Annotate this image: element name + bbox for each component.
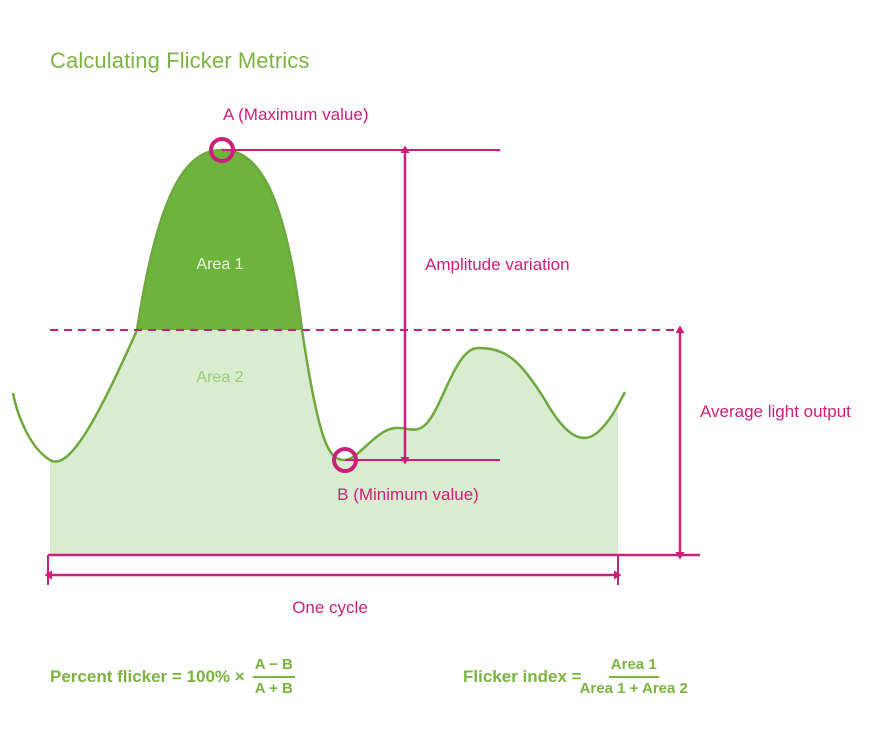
svg-text:B (Minimum value): B (Minimum value) — [337, 485, 479, 504]
svg-text:Area 2: Area 2 — [196, 369, 243, 386]
svg-text:A (Maximum value): A (Maximum value) — [223, 105, 368, 124]
svg-text:Average light output: Average light output — [700, 402, 851, 421]
svg-text:Area 1: Area 1 — [196, 256, 243, 273]
svg-text:Amplitude variation: Amplitude variation — [425, 255, 570, 274]
svg-text:One cycle: One cycle — [292, 598, 368, 617]
